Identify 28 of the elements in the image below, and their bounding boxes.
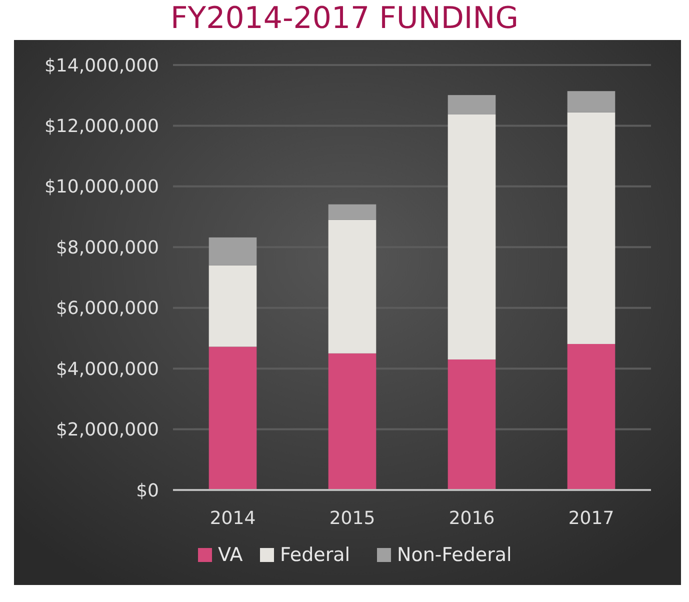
bar: [567, 344, 616, 490]
x-tick-label: 2014: [210, 508, 256, 529]
bar: [328, 353, 376, 490]
y-tick-label: $6,000,000: [56, 298, 159, 320]
legend-label: Non-Federal: [397, 544, 512, 566]
bar: [448, 359, 496, 490]
bar: [567, 91, 616, 112]
x-tick-label: 2017: [568, 508, 614, 529]
y-tick-label: $10,000,000: [44, 176, 159, 198]
x-tick-label: 2015: [329, 508, 376, 529]
y-tick-label: $4,000,000: [56, 358, 159, 380]
y-tick-label: $2,000,000: [56, 420, 159, 441]
y-tick-label: $14,000,000: [44, 55, 159, 76]
bar: [208, 237, 257, 266]
legend-label: Federal: [280, 544, 350, 566]
y-tick-label: $12,000,000: [44, 116, 159, 138]
y-tick-label: $0: [136, 480, 159, 502]
bar: [208, 346, 257, 490]
bar: [448, 95, 496, 114]
bar: [328, 204, 376, 220]
bar: [567, 112, 616, 344]
x-tick-label: 2016: [448, 508, 495, 529]
bar: [328, 220, 376, 354]
y-tick-label: $8,000,000: [56, 237, 159, 258]
legend-label: VA: [218, 544, 243, 566]
bar: [208, 265, 257, 347]
bar: [448, 114, 496, 360]
chart-title: FY2014-2017 FUNDING: [170, 1, 518, 36]
